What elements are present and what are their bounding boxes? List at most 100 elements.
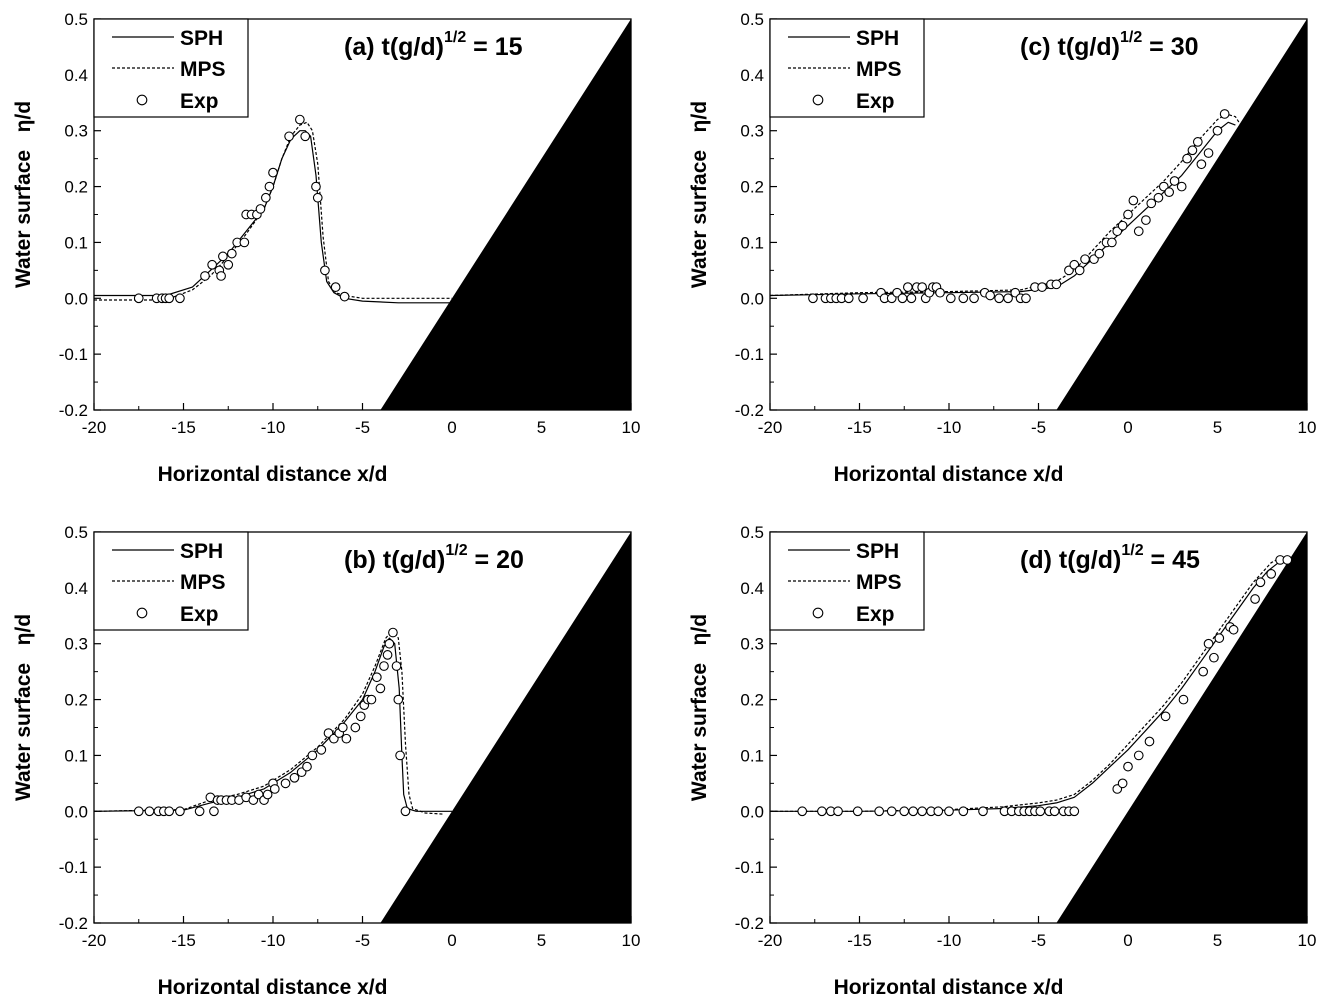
exp-point bbox=[379, 661, 389, 671]
exp-point bbox=[1266, 569, 1277, 579]
x-axis-label: Horizontal distance x/d bbox=[158, 463, 388, 486]
exp-point bbox=[1203, 148, 1214, 158]
exp-point bbox=[218, 251, 228, 262]
x-tick-label: -5 bbox=[355, 931, 370, 950]
exp-point bbox=[264, 181, 275, 192]
exp-point bbox=[897, 293, 908, 304]
legend-label: SPH bbox=[856, 540, 899, 563]
exp-point bbox=[175, 293, 185, 304]
y-tick-label: -0.2 bbox=[59, 914, 88, 933]
exp-point bbox=[917, 282, 928, 292]
exp-point bbox=[371, 672, 382, 683]
y-tick-label: -0.2 bbox=[735, 401, 764, 420]
exp-point bbox=[852, 806, 863, 817]
beach-slope bbox=[1056, 19, 1307, 410]
exp-point bbox=[1209, 652, 1219, 663]
panel-title: (b) t(g/d)1/2 = 20 bbox=[344, 542, 524, 574]
exp-point bbox=[935, 287, 945, 298]
exp-point bbox=[1255, 577, 1266, 588]
exp-point bbox=[262, 789, 273, 800]
exp-point bbox=[808, 293, 818, 304]
exp-point bbox=[223, 259, 234, 270]
exp-point bbox=[1123, 761, 1133, 772]
exp-point bbox=[1228, 624, 1239, 635]
chart-panel: -0.2 -0.1 0.0 0.1 0.2 0.3 0.4 0.5 -20 -15 -10 -5 0 5 1… bbox=[12, 523, 640, 999]
exp-point bbox=[339, 291, 350, 302]
exp-point bbox=[1074, 265, 1085, 276]
exp-point bbox=[133, 806, 144, 817]
chart-panel: -0.2 -0.1 0.0 0.1 0.2 0.3 0.4 0.5 -20 -15 -10 -5 0 5 1… bbox=[12, 10, 640, 486]
plot-area bbox=[770, 19, 1307, 410]
exp-point bbox=[969, 293, 979, 304]
exp-point bbox=[400, 806, 411, 817]
exp-point bbox=[1146, 198, 1157, 209]
x-tick-label: 5 bbox=[1213, 931, 1222, 950]
exp-point bbox=[908, 806, 919, 817]
exp-point bbox=[1107, 237, 1117, 248]
title-superscript: 1/2 bbox=[445, 542, 467, 559]
exp-point bbox=[1080, 254, 1090, 265]
exp-point bbox=[391, 661, 402, 671]
y-tick-label: 0.4 bbox=[740, 66, 764, 85]
x-tick-label: -5 bbox=[355, 418, 370, 437]
x-tick-label: 10 bbox=[622, 418, 641, 437]
legend-label: SPH bbox=[856, 27, 899, 50]
exp-point bbox=[260, 192, 271, 203]
x-axis-label: Horizontal distance x/d bbox=[834, 976, 1064, 999]
y-tick-label: 0.5 bbox=[64, 10, 88, 29]
x-tick-label: -10 bbox=[937, 931, 962, 950]
exp-point bbox=[366, 694, 377, 705]
legend-label: Exp bbox=[856, 90, 895, 113]
x-tick-label: -10 bbox=[261, 418, 286, 437]
exp-point bbox=[393, 694, 404, 705]
exp-point bbox=[945, 293, 956, 304]
title-superscript: 1/2 bbox=[1121, 542, 1143, 559]
exp-point bbox=[906, 293, 917, 304]
exp-point bbox=[268, 167, 278, 178]
title-main: (a) t(g/d) bbox=[344, 33, 444, 61]
exp-point bbox=[337, 722, 348, 733]
x-tick-label: 10 bbox=[622, 931, 641, 950]
title-superscript: 1/2 bbox=[444, 29, 466, 46]
exp-point bbox=[1021, 293, 1031, 304]
exp-point bbox=[817, 806, 827, 817]
exp-point bbox=[1153, 192, 1164, 203]
exp-point bbox=[226, 248, 237, 259]
exp-point bbox=[1198, 666, 1209, 677]
exp-point bbox=[1117, 220, 1128, 231]
legend-label: SPH bbox=[180, 540, 223, 563]
exp-point bbox=[1144, 736, 1155, 747]
exp-point bbox=[284, 131, 294, 142]
exp-point bbox=[1187, 145, 1198, 156]
legend-marker-exp bbox=[136, 94, 148, 106]
legend-marker-exp bbox=[812, 607, 824, 619]
y-tick-label: 0.0 bbox=[740, 802, 764, 821]
x-tick-label: 5 bbox=[537, 418, 546, 437]
x-tick-label: -15 bbox=[171, 418, 196, 437]
exp-point bbox=[295, 114, 305, 125]
chart-panel: -0.2 -0.1 0.0 0.1 0.2 0.3 0.4 0.5 -20 -15 -10 -5 0 5 1… bbox=[688, 10, 1316, 486]
exp-point bbox=[144, 806, 155, 817]
x-tick-label: -20 bbox=[82, 418, 107, 437]
x-tick-label: 10 bbox=[1298, 418, 1317, 437]
y-tick-label: 0.5 bbox=[740, 523, 764, 542]
legend-marker-exp bbox=[812, 94, 824, 106]
title-main: (d) t(g/d) bbox=[1020, 546, 1121, 574]
y-tick-label: 0.2 bbox=[64, 178, 88, 197]
exp-point bbox=[175, 806, 185, 817]
exp-point bbox=[1182, 153, 1192, 164]
exp-point bbox=[289, 772, 300, 783]
x-tick-label: -20 bbox=[758, 931, 783, 950]
x-tick-label: -15 bbox=[171, 931, 196, 950]
exp-point bbox=[312, 192, 323, 203]
exp-point bbox=[1196, 159, 1207, 170]
exp-point bbox=[330, 282, 341, 292]
chart-panel: -0.2 -0.1 0.0 0.1 0.2 0.3 0.4 0.5 -20 -15 -10 -5 0 5 1… bbox=[688, 523, 1316, 999]
exp-point bbox=[269, 784, 280, 794]
exp-point bbox=[1160, 711, 1171, 722]
exp-point bbox=[994, 293, 1004, 304]
x-tick-label: -15 bbox=[847, 931, 872, 950]
y-tick-label: -0.1 bbox=[735, 345, 764, 364]
exp-point bbox=[1192, 137, 1203, 147]
